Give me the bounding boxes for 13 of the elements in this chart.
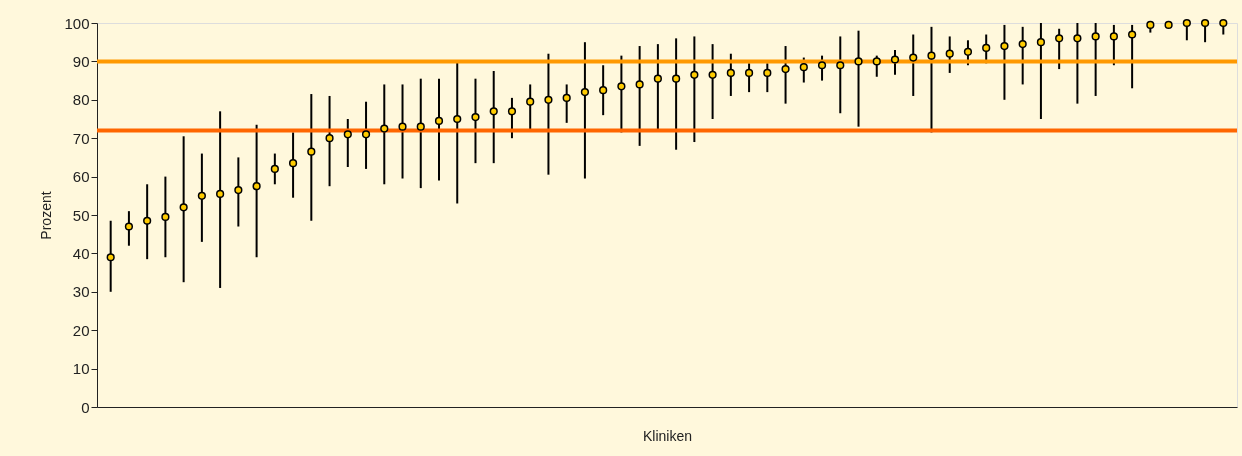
y-axis-title: Prozent [38, 191, 55, 240]
y-tick-label: 90 [72, 52, 90, 70]
y-tick-label: 10 [72, 360, 90, 378]
x-axis-title: Kliniken [642, 427, 693, 444]
y-tick-label: 50 [72, 206, 90, 224]
y-tick-label: 20 [72, 321, 90, 339]
y-tick-label: 100 [64, 14, 90, 32]
y-tick-label: 70 [72, 129, 90, 147]
y-tick-label: 30 [72, 283, 90, 301]
y-tick-label: 0 [81, 398, 90, 416]
y-tick-label: 60 [72, 168, 90, 186]
y-tick-label: 40 [72, 244, 90, 262]
y-tick-label: 80 [72, 91, 90, 109]
